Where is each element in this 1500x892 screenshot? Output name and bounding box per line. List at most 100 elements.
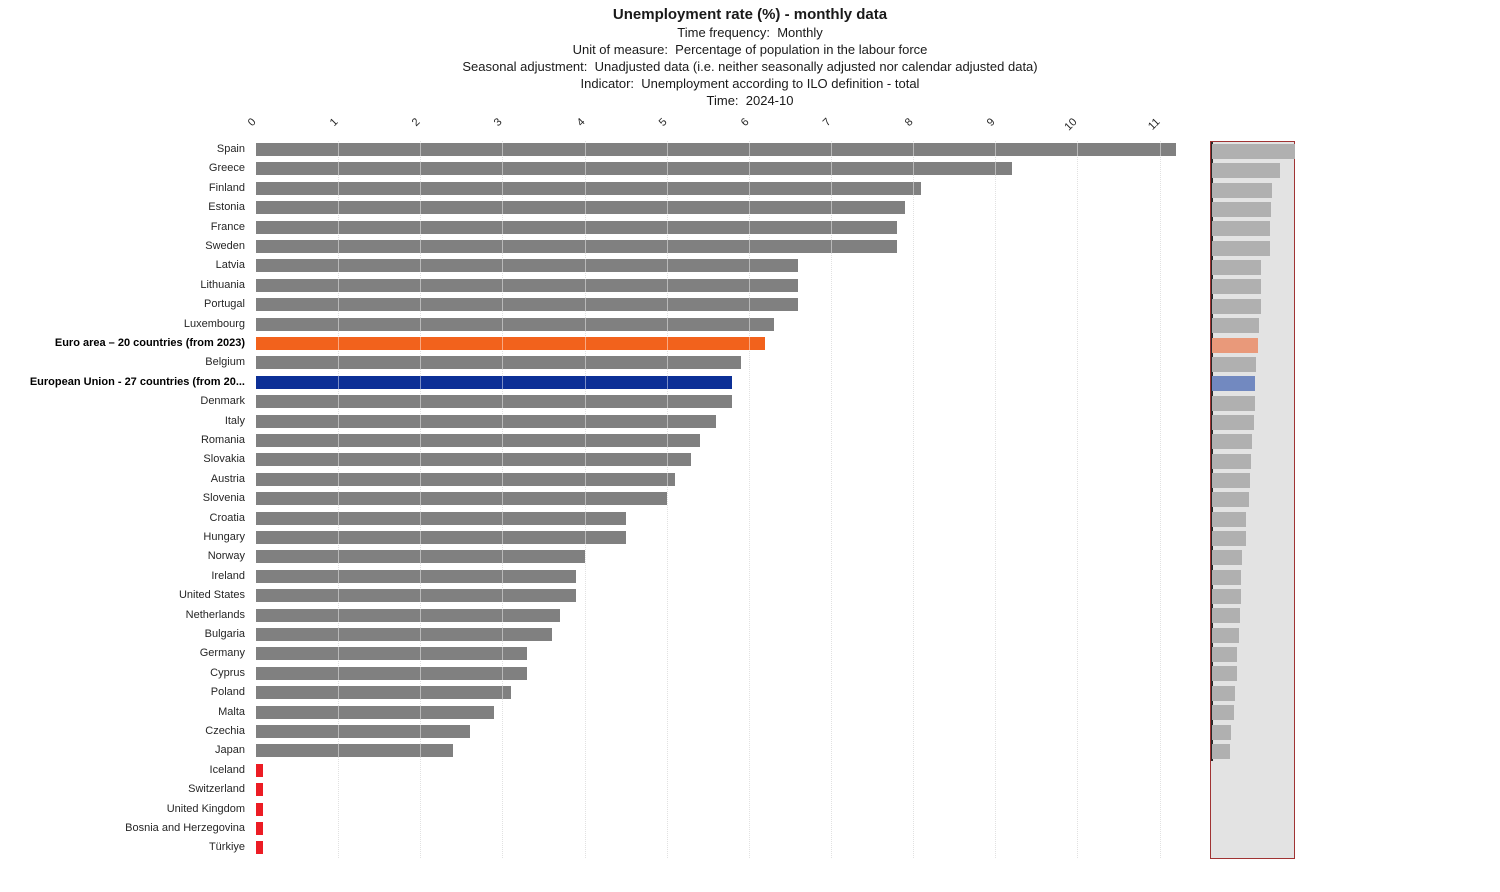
bar[interactable]	[256, 550, 585, 564]
minimap-bar	[1212, 414, 1254, 430]
bar[interactable]	[256, 298, 799, 312]
chart-header: Unemployment rate (%) - monthly data Tim…	[0, 0, 1500, 109]
country-label: Slovenia	[202, 492, 245, 505]
bar[interactable]	[256, 725, 470, 738]
country-label: Cyprus	[210, 666, 245, 679]
plot-area: 0 1 2 3 4 5 6 7 8 9 10 11 Spain Greece Finland Estonia…	[29, 116, 1176, 858]
chart-subtitle-unit-of-measure: Unit of measure: Percentage of populatio…	[572, 42, 928, 57]
bar[interactable]	[256, 375, 733, 389]
minimap-bar	[1212, 395, 1256, 411]
minimap-bar	[1212, 356, 1256, 372]
country-label: United States	[178, 589, 245, 602]
chart-subtitle-time-frequency: Time frequency: Monthly	[677, 25, 823, 40]
gridline	[1159, 141, 1161, 858]
bar[interactable]	[256, 763, 263, 777]
bar[interactable]	[256, 841, 263, 855]
gridline-overlay	[1159, 141, 1161, 858]
minimap-bar	[1212, 337, 1259, 353]
bar[interactable]	[256, 666, 528, 680]
bar[interactable]	[256, 181, 922, 195]
bar[interactable]	[256, 647, 528, 661]
bar[interactable]	[256, 569, 577, 583]
country-label: Estonia	[208, 201, 245, 214]
country-label: Bulgaria	[204, 628, 245, 640]
bar[interactable]	[256, 240, 897, 253]
gridline	[913, 141, 915, 858]
bar[interactable]	[256, 278, 799, 292]
chart-subtitle-seasonal-adjustment: Seasonal adjustment: Unadjusted data (i.…	[462, 59, 1038, 74]
country-label: Latvia	[215, 259, 245, 272]
country-label: Switzerland	[188, 783, 245, 796]
navigator-minimap[interactable]	[1210, 141, 1296, 859]
bar[interactable]	[256, 802, 263, 816]
country-label: Malta	[218, 705, 245, 718]
minimap-bar	[1212, 743, 1230, 759]
country-label: Sweden	[205, 240, 245, 252]
bar[interactable]	[256, 356, 741, 370]
bar[interactable]	[256, 472, 675, 486]
country-label: France	[210, 220, 245, 233]
minimap-bar	[1212, 202, 1271, 218]
country-label: Norway	[207, 550, 245, 563]
minimap-bar	[1212, 434, 1253, 450]
country-label: European Union - 27 countries (from 20..…	[29, 375, 245, 388]
minimap-bar	[1212, 163, 1281, 179]
minimap-bar	[1212, 550, 1242, 566]
bar[interactable]	[256, 822, 263, 835]
gridline-overlay	[830, 141, 832, 858]
bar[interactable]	[256, 337, 766, 350]
bar[interactable]	[256, 201, 905, 215]
bar[interactable]	[256, 705, 495, 719]
country-label: Japan	[215, 744, 245, 757]
minimap-bar	[1212, 705, 1234, 721]
bar[interactable]	[256, 162, 1012, 176]
country-label: Hungary	[203, 531, 245, 543]
bar[interactable]	[256, 686, 511, 700]
bar[interactable]	[256, 511, 626, 525]
gridline	[666, 141, 668, 858]
bar[interactable]	[256, 143, 1176, 156]
bar[interactable]	[256, 259, 799, 273]
country-label: Romania	[200, 434, 245, 446]
bar[interactable]	[256, 608, 560, 622]
country-label: Denmark	[200, 395, 245, 408]
minimap-bar	[1212, 589, 1241, 605]
country-label: Belgium	[205, 356, 245, 369]
minimap-bar	[1212, 182, 1273, 198]
bar[interactable]	[256, 220, 897, 234]
minimap-bar	[1212, 376, 1256, 392]
gridline	[748, 141, 750, 858]
gridline	[995, 141, 997, 858]
minimap-bar	[1212, 608, 1240, 624]
bar[interactable]	[256, 414, 716, 428]
minimap-bar	[1212, 240, 1270, 256]
minimap-bar	[1212, 279, 1262, 295]
gridline-overlay	[1077, 141, 1079, 858]
country-label: United Kingdom	[166, 802, 245, 815]
minimap-bar	[1212, 492, 1250, 508]
bar[interactable]	[256, 492, 667, 506]
minimap-bar	[1212, 724, 1232, 740]
bar[interactable]	[256, 531, 626, 544]
country-label: Spain	[216, 143, 245, 155]
minimap-bar	[1212, 260, 1262, 276]
minimap-bar	[1212, 569, 1241, 585]
country-label: Austria	[210, 472, 245, 485]
bar[interactable]	[256, 628, 552, 641]
country-label: Portugal	[204, 298, 245, 311]
minimap-bar	[1212, 298, 1262, 314]
bar[interactable]	[256, 395, 733, 409]
bar[interactable]	[256, 744, 454, 758]
country-label: Ireland	[211, 569, 245, 582]
bar[interactable]	[256, 783, 263, 797]
gridline-overlay	[748, 141, 750, 858]
gridline	[830, 141, 832, 858]
bar[interactable]	[256, 453, 692, 467]
chart-title: Unemployment rate (%) - monthly data	[612, 6, 888, 23]
gridline-overlay	[502, 141, 504, 858]
bar[interactable]	[256, 434, 700, 447]
minimap-bar	[1212, 666, 1237, 682]
bar[interactable]	[256, 589, 577, 603]
bar[interactable]	[256, 317, 774, 331]
country-label: Greece	[208, 162, 245, 175]
